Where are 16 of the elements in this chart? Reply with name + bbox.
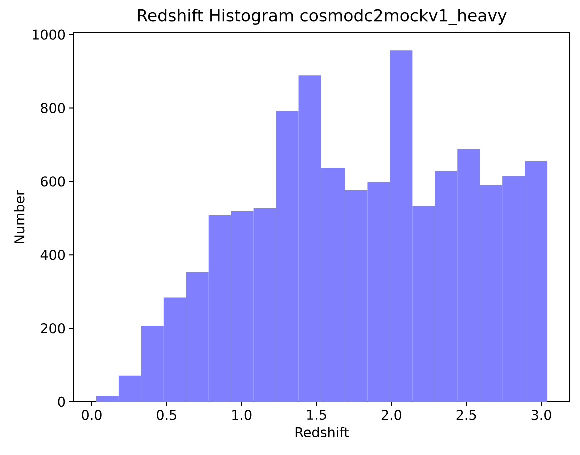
x-tick-label: 0.0 (82, 410, 102, 420)
y-tick-label: 1000 (33, 30, 66, 40)
y-tick-label: 0 (58, 396, 66, 408)
x-tick-label: 0.5 (157, 410, 176, 420)
y-tick-label: 600 (41, 176, 66, 187)
x-tick-label: 1.0 (232, 410, 252, 420)
y-tick-label: 400 (40, 250, 66, 260)
y-axis-title: Number (14, 190, 25, 244)
x-tick-label: 2.5 (456, 410, 476, 420)
y-tick-label: 800 (41, 103, 66, 114)
chart-title: Redshift Histogram cosmodc2mockv1_heavy (138, 9, 507, 26)
x-tick-label: 1.5 (308, 410, 326, 420)
x-axis-title: Redshift (296, 427, 350, 438)
x-tick-label: 2.0 (382, 410, 402, 420)
y-tick-label: 200 (41, 323, 66, 334)
x-tick-label: 3.0 (532, 410, 552, 420)
